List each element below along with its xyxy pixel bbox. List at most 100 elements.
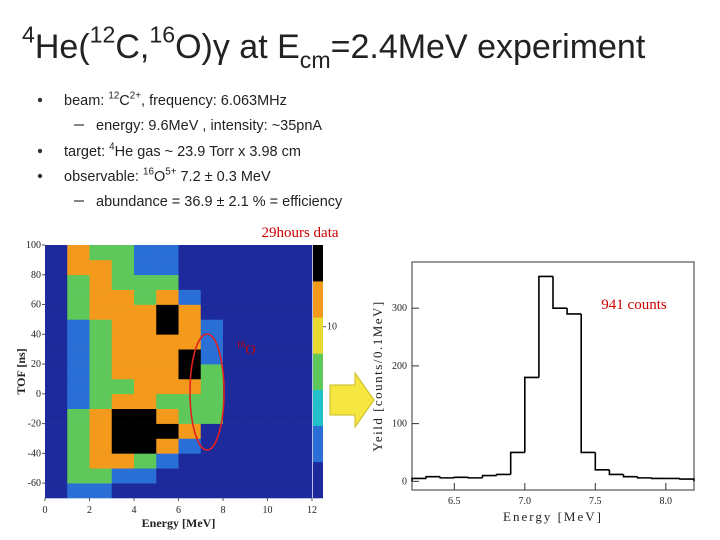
heat-cell bbox=[223, 274, 246, 290]
heat-cell bbox=[223, 483, 246, 499]
histogram-bin bbox=[636, 476, 652, 479]
heat-cell bbox=[289, 349, 313, 365]
heat-cell bbox=[245, 378, 268, 395]
heat-cell bbox=[45, 304, 68, 320]
heat-cell bbox=[267, 438, 291, 454]
heat-cell bbox=[156, 349, 179, 365]
y-tick-label: 20 bbox=[31, 359, 41, 370]
heat-cell bbox=[111, 438, 135, 454]
heat-cell bbox=[289, 319, 313, 335]
heat-cell bbox=[245, 259, 268, 276]
heat-cell bbox=[45, 334, 68, 350]
heat-cell bbox=[200, 393, 224, 410]
heat-cell bbox=[289, 393, 313, 410]
y-tick-label: 200 bbox=[392, 361, 407, 372]
bullet-text: beam: 12C2+, frequency: 6.063MHz bbox=[64, 90, 287, 109]
heat-cell bbox=[156, 245, 179, 261]
heat-cell bbox=[89, 393, 113, 410]
heat-cell bbox=[245, 304, 268, 320]
heat-cell bbox=[267, 483, 291, 499]
colorbar-step bbox=[313, 281, 323, 318]
x-tick-label: 2 bbox=[87, 505, 92, 516]
text-run: 16 bbox=[236, 341, 246, 351]
heat-cell bbox=[289, 245, 313, 261]
heat-cell bbox=[200, 349, 224, 365]
heat-cell bbox=[89, 453, 113, 469]
heat-cell bbox=[178, 319, 202, 335]
heat-cell bbox=[267, 349, 291, 365]
heat-cell bbox=[178, 304, 202, 320]
heat-cell bbox=[267, 364, 291, 380]
heat-cell bbox=[67, 334, 90, 350]
heat-cell bbox=[111, 245, 135, 261]
colorbar-step bbox=[313, 353, 323, 390]
y-axis-label: Yeild [counts/0.1MeV] bbox=[370, 300, 385, 452]
heat-cell bbox=[223, 334, 246, 350]
heat-cell bbox=[267, 319, 291, 335]
heat-cell bbox=[134, 468, 157, 484]
annotation: 29hours data bbox=[261, 225, 338, 241]
text-run: C, bbox=[115, 28, 149, 66]
heat-cell bbox=[223, 378, 246, 395]
colorbar-step bbox=[313, 461, 323, 499]
heat-cell bbox=[245, 438, 268, 454]
heat-cell bbox=[134, 274, 157, 290]
heat-cell bbox=[45, 483, 68, 499]
histogram-bin bbox=[566, 308, 582, 315]
text-run: 5+ bbox=[165, 166, 176, 177]
heat-cell bbox=[200, 259, 224, 276]
heat-cell bbox=[200, 408, 224, 424]
heat-cell bbox=[245, 453, 268, 469]
heat-cell bbox=[45, 468, 68, 484]
heat-cell bbox=[156, 289, 179, 305]
heat-cell bbox=[111, 334, 135, 350]
heat-cell bbox=[89, 483, 113, 499]
heat-cell bbox=[89, 423, 113, 439]
heat-cell bbox=[245, 423, 268, 439]
heat-cell bbox=[156, 408, 179, 424]
y-tick-label: 300 bbox=[392, 303, 407, 314]
heat-cell bbox=[156, 378, 179, 395]
heat-cell bbox=[45, 319, 68, 335]
heat-cell bbox=[134, 289, 157, 305]
heat-cell bbox=[89, 438, 113, 454]
heat-cell bbox=[67, 483, 90, 499]
heat-cell bbox=[134, 259, 157, 276]
heat-cell bbox=[178, 408, 202, 424]
heat-cell bbox=[223, 438, 246, 454]
heat-cell bbox=[134, 408, 157, 424]
heat-cell bbox=[156, 393, 179, 410]
histogram-bin bbox=[552, 276, 568, 309]
heat-cell bbox=[245, 393, 268, 410]
heat-cell bbox=[200, 453, 224, 469]
text-run: 2+ bbox=[130, 90, 141, 101]
heat-cell bbox=[200, 319, 224, 335]
heat-cell bbox=[111, 378, 135, 395]
y-tick-label: 40 bbox=[31, 329, 41, 340]
heat-cell bbox=[89, 408, 113, 424]
histogram-bin bbox=[509, 451, 525, 475]
heat-cell bbox=[200, 289, 224, 305]
heat-cell bbox=[289, 274, 313, 290]
histogram-bin bbox=[679, 478, 695, 482]
x-tick-label: 8 bbox=[221, 505, 226, 516]
text-run: 4 bbox=[22, 22, 35, 48]
y-tick-label: 100 bbox=[392, 419, 407, 430]
heat-cell bbox=[67, 274, 90, 290]
histogram-bin bbox=[439, 476, 455, 479]
heat-cell bbox=[267, 334, 291, 350]
histogram-bin bbox=[608, 469, 624, 476]
heat-cell bbox=[245, 349, 268, 365]
heat-cell bbox=[89, 349, 113, 365]
heat-cell bbox=[289, 378, 313, 395]
heat-cell bbox=[267, 453, 291, 469]
heat-cell bbox=[134, 304, 157, 320]
heat-cell bbox=[45, 393, 68, 410]
heat-cell bbox=[156, 334, 179, 350]
heat-cell bbox=[111, 423, 135, 439]
colorbar-step bbox=[313, 245, 323, 282]
heat-cell bbox=[267, 289, 291, 305]
heat-cell bbox=[156, 423, 179, 439]
heat-cell bbox=[223, 364, 246, 380]
